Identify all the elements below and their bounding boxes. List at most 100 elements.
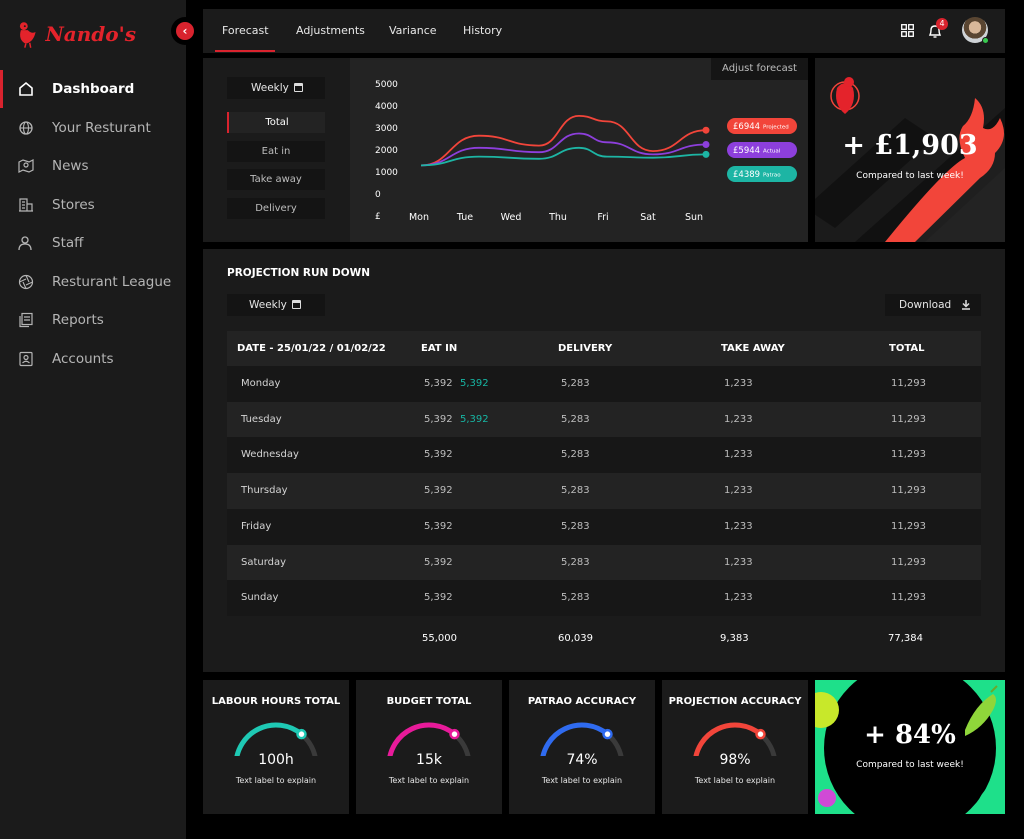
sidebar-item-staff[interactable]: Staff <box>0 224 186 262</box>
filter-delivery[interactable]: Delivery <box>227 198 325 219</box>
tab-history[interactable]: History <box>463 24 503 37</box>
series-end-point[interactable] <box>702 141 710 148</box>
table-row[interactable]: Sunday 5,392 5,283 1,233 11,293 <box>227 580 981 617</box>
collapse-sidebar-button[interactable]: ‹ <box>171 17 199 45</box>
kpi-label: Text label to explain <box>388 776 470 785</box>
filter-total[interactable]: Total <box>227 112 325 133</box>
tab-adjustments[interactable]: Adjustments <box>296 24 365 37</box>
eat-in-cell: 5,392 <box>424 556 453 568</box>
adjust-forecast-button[interactable]: Adjust forecast <box>711 58 808 80</box>
kpi-label: Text label to explain <box>694 776 776 785</box>
total-cell: 11,293 <box>891 413 926 425</box>
rundown-period-select[interactable]: Weekly <box>227 294 325 316</box>
total-delivery: 60,039 <box>558 633 593 644</box>
table-row[interactable]: Friday 5,392 5,283 1,233 11,293 <box>227 508 981 545</box>
rundown-title: PROJECTION RUN DOWN <box>227 267 370 279</box>
sidebar-item-dashboard[interactable]: Dashboard <box>0 70 186 108</box>
table-row[interactable]: Wednesday 5,392 5,283 1,233 11,293 <box>227 437 981 474</box>
sidebar-item-news[interactable]: News <box>0 147 186 185</box>
sidebar-item-reports[interactable]: Reports <box>0 301 186 339</box>
sidebar-item-your-resturant[interactable]: Your Resturant <box>0 109 186 147</box>
x-tick-label: Thu <box>548 212 567 223</box>
x-tick-label: Sun <box>685 212 703 223</box>
filter-take-away[interactable]: Take away <box>227 169 325 190</box>
y-tick-label: 3000 <box>375 124 398 134</box>
kpi-card: PATRAO ACCURACY 74% Text label to explain <box>509 680 655 814</box>
delivery-cell: 5,283 <box>561 449 590 461</box>
series-line-actual <box>420 132 707 167</box>
rooster-icon <box>19 22 36 48</box>
x-tick-label: Sat <box>640 212 656 223</box>
calendar-icon <box>294 83 303 92</box>
x-tick-label: Mon <box>409 212 429 223</box>
kpi-label: Text label to explain <box>235 776 317 785</box>
kpi-title: BUDGET TOTAL <box>386 696 472 707</box>
take-away-cell: 1,233 <box>724 413 753 425</box>
sidebar-item-label: Accounts <box>52 351 114 367</box>
account-icon <box>19 351 33 367</box>
sidebar-item-label: Your Resturant <box>52 120 151 136</box>
download-icon <box>962 300 970 310</box>
column-header-delivery: DELIVERY <box>558 343 613 354</box>
forecast-period-select[interactable]: Weekly <box>227 77 325 99</box>
sidebar-item-resturant-league[interactable]: Resturant League <box>0 263 186 301</box>
adjusted-eat-in-cell: 5,392 <box>460 413 489 425</box>
sidebar-item-label: Resturant League <box>52 274 172 290</box>
y-tick-label: 5000 <box>375 80 398 90</box>
kpi-value: 100h <box>258 752 294 768</box>
gauge-fill <box>234 722 304 756</box>
projection-rundown-panel: PROJECTION RUN DOWN Weekly Download DATE… <box>203 249 1005 672</box>
take-away-cell: 1,233 <box>724 485 753 497</box>
delivery-cell: 5,283 <box>561 592 590 604</box>
table-row[interactable]: Thursday 5,392 5,283 1,233 11,293 <box>227 473 981 510</box>
gauge-knob <box>449 728 460 740</box>
gauge <box>234 722 318 756</box>
gauge <box>540 722 624 756</box>
total-cell: 11,293 <box>891 556 926 568</box>
x-tick-label: Tue <box>456 212 473 223</box>
y-tick-label: 4000 <box>375 102 398 112</box>
day-cell: Saturday <box>241 556 287 568</box>
take-away-cell: 1,233 <box>724 520 753 532</box>
legend-value: £4389 <box>733 170 760 180</box>
download-button[interactable]: Download <box>885 294 981 316</box>
series-line-patrao <box>420 146 707 167</box>
tab-forecast[interactable]: Forecast <box>215 9 275 53</box>
document-icon <box>19 312 33 328</box>
sidebar-item-accounts[interactable]: Accounts <box>0 340 186 378</box>
day-cell: Sunday <box>241 592 279 604</box>
total-cell: 11,293 <box>891 449 926 461</box>
nandos-logo[interactable]: Nando's <box>16 16 136 52</box>
table-row[interactable]: Monday 5,392 5,392 5,283 1,233 11,293 <box>227 366 981 402</box>
table-row[interactable]: Saturday 5,392 5,283 1,233 11,293 <box>227 544 981 581</box>
delivery-cell: 5,283 <box>561 413 590 425</box>
series-end-point[interactable] <box>702 150 710 158</box>
series-end-point[interactable] <box>702 126 710 134</box>
take-away-cell: 1,233 <box>724 556 753 568</box>
legend-badge-patrao[interactable]: £4389 Patrao <box>727 166 797 182</box>
period-select-value: Weekly <box>249 299 287 311</box>
top-navigation: Forecast Adjustments Variance History 4 <box>203 9 1005 53</box>
tab-variance[interactable]: Variance <box>389 24 437 37</box>
day-cell: Friday <box>241 520 272 532</box>
kpi-card: PROJECTION ACCURACY 98% Text label to expl… <box>662 680 808 814</box>
legend-badge-actual[interactable]: £5944 Actual <box>727 142 797 158</box>
total-cell: 11,293 <box>891 485 926 497</box>
legend-badge-bg <box>727 166 797 182</box>
eat-in-cell: 5,392 <box>424 485 453 497</box>
filter-eat-in[interactable]: Eat in <box>227 141 325 162</box>
legend-value: £5944 <box>733 146 760 156</box>
grid-icon[interactable] <box>901 24 914 37</box>
eat-in-cell: 5,392 <box>424 378 453 389</box>
savings-caption: Compared to last week! <box>856 171 964 181</box>
aperture-icon <box>18 274 34 290</box>
legend-badge-projected[interactable]: £6944 Projected <box>727 118 797 134</box>
weekly-savings-card: + £1,903 Compared to last week! <box>815 58 1005 242</box>
legend-badge-bg <box>727 118 797 134</box>
table-row[interactable]: Tuesday 5,392 5,392 5,283 1,233 11,293 <box>227 401 981 438</box>
kpi-title: LABOUR HOURS TOTAL <box>211 696 341 707</box>
sidebar-item-stores[interactable]: Stores <box>0 186 186 224</box>
bell-icon[interactable] <box>928 23 942 39</box>
take-away-cell: 1,233 <box>724 592 753 604</box>
legend-series-name: Actual <box>763 149 781 155</box>
